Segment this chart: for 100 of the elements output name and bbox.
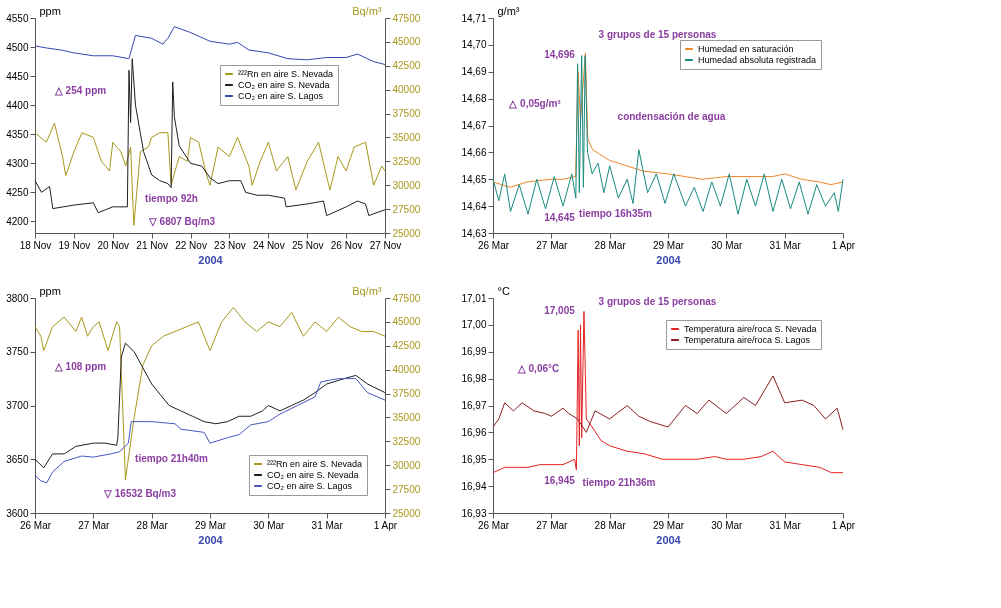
annotation: condensación de agua bbox=[617, 110, 726, 122]
legend-label: CO₂ en aire S. Lagos bbox=[267, 481, 353, 491]
annotation: △ 254 ppm bbox=[53, 85, 107, 97]
x-tick-label: 31 Mar bbox=[769, 239, 802, 251]
annotation: tiempo 21h40m bbox=[135, 453, 208, 465]
y-tick-label: 4400 bbox=[6, 99, 29, 111]
y-axis-title: °C bbox=[497, 284, 510, 297]
y-tick-label: 4200 bbox=[6, 215, 29, 227]
y2-tick-label: 37500 bbox=[392, 388, 421, 400]
legend-label: CO₂ en aire S. Nevada bbox=[267, 470, 359, 480]
x-tick-label: 27 Mar bbox=[78, 519, 111, 531]
y-tick-label: 14,71 bbox=[461, 12, 487, 24]
y-tick-label: 4450 bbox=[6, 70, 29, 82]
y-tick-label: 14,64 bbox=[461, 200, 487, 212]
y-tick-label: 17,01 bbox=[461, 292, 487, 304]
y-tick-label: 14,69 bbox=[461, 66, 487, 78]
legend-label: ²²²Rn en aire S. Nevada bbox=[238, 69, 334, 79]
x-tick-label: 31 Mar bbox=[311, 519, 344, 531]
y2-tick-label: 25000 bbox=[392, 507, 421, 519]
x-tick-label: 27 Mar bbox=[536, 519, 569, 531]
x-tick-label: 27 Nov bbox=[369, 239, 402, 251]
x-tick-label: 1 Apr bbox=[373, 519, 398, 531]
annotation: △ 108 ppm bbox=[53, 360, 107, 372]
x-tick-label: 29 Mar bbox=[652, 519, 685, 531]
x-tick-label: 22 Nov bbox=[175, 239, 207, 251]
y-tick-label: 14,66 bbox=[461, 146, 487, 158]
y-axis-title: g/m³ bbox=[497, 4, 520, 17]
x-tick-label: 28 Mar bbox=[594, 239, 627, 251]
x-tick-label: 30 Mar bbox=[253, 519, 286, 531]
x-tick-label: 1 Apr bbox=[831, 239, 856, 251]
y2-tick-label: 30000 bbox=[392, 179, 421, 191]
y-tick-label: 16,95 bbox=[461, 453, 487, 465]
annotation: ▽ 6807 Bq/m3 bbox=[147, 216, 216, 228]
y2-tick-label: 27500 bbox=[392, 483, 421, 495]
y-tick-label: 3750 bbox=[6, 346, 29, 358]
annotation: 17,005 bbox=[544, 304, 576, 316]
y-tick-label: 4250 bbox=[6, 186, 29, 198]
y2-tick-label: 30000 bbox=[392, 459, 421, 471]
x-tick-label: 31 Mar bbox=[769, 519, 802, 531]
annotation: 3 grupos de 15 personas bbox=[598, 29, 717, 41]
y2-tick-label: 37500 bbox=[392, 108, 421, 120]
x-tick-label: 18 Nov bbox=[19, 239, 52, 251]
x-tick-label: 21 Nov bbox=[136, 239, 169, 251]
x-tick-label: 30 Mar bbox=[711, 519, 744, 531]
x-axis-title: 2004 bbox=[198, 533, 224, 546]
y2-tick-label: 42500 bbox=[392, 340, 421, 352]
legend-label: Humedad absoluta registrada bbox=[698, 55, 817, 65]
legend-label: Temperatura aire/roca S. Nevada bbox=[684, 324, 817, 334]
legend-label: ²²²Rn en aire S. Nevada bbox=[267, 459, 363, 469]
y-tick-label: 3700 bbox=[6, 400, 29, 411]
y-tick-label: 3600 bbox=[6, 507, 29, 519]
y-tick-label: 14,68 bbox=[461, 93, 487, 105]
y-tick-label: 3800 bbox=[6, 292, 29, 304]
x-tick-label: 26 Nov bbox=[330, 239, 363, 251]
legend-label: Temperatura aire/roca S. Lagos bbox=[684, 335, 811, 345]
y-tick-label: 14,65 bbox=[461, 173, 487, 185]
y-tick-label: 4500 bbox=[6, 41, 29, 53]
y-tick-label: 17,00 bbox=[461, 319, 487, 331]
y-tick-label: 14,67 bbox=[461, 120, 487, 131]
annotation: 3 grupos de 15 personas bbox=[598, 296, 717, 308]
x-tick-label: 29 Mar bbox=[194, 519, 227, 531]
x-tick-label: 23 Nov bbox=[214, 239, 246, 251]
annotation: 14,696 bbox=[544, 48, 576, 60]
line-series bbox=[34, 378, 386, 484]
y-tick-label: 16,94 bbox=[461, 480, 487, 492]
y2-tick-label: 42500 bbox=[392, 60, 421, 72]
y2-tick-label: 47500 bbox=[392, 292, 421, 304]
y2-tick-label: 47500 bbox=[392, 12, 421, 24]
y2-tick-label: 45000 bbox=[392, 36, 421, 48]
y-tick-label: 16,98 bbox=[461, 373, 487, 385]
x-tick-label: 1 Apr bbox=[831, 519, 856, 531]
annotation: △ 0,05g/m³ bbox=[508, 98, 562, 109]
x-tick-label: 29 Mar bbox=[652, 239, 685, 251]
y2-tick-label: 27500 bbox=[392, 203, 421, 215]
annotation: △ 0,06°C bbox=[516, 362, 560, 374]
x-tick-label: 26 Mar bbox=[19, 519, 52, 531]
line-series bbox=[34, 122, 386, 226]
annotation: tiempo 21h36m bbox=[582, 476, 656, 488]
x-tick-label: 19 Nov bbox=[58, 239, 91, 251]
y2-tick-label: 35000 bbox=[392, 131, 421, 143]
y2-tick-label: 35000 bbox=[392, 411, 421, 423]
y2-tick-label: 32500 bbox=[392, 435, 421, 447]
x-axis-title: 2004 bbox=[656, 253, 682, 266]
y-tick-label: 3650 bbox=[6, 453, 29, 465]
y2-tick-label: 25000 bbox=[392, 227, 421, 239]
y-tick-label: 4550 bbox=[6, 12, 29, 24]
x-tick-label: 30 Mar bbox=[711, 239, 744, 251]
annotation: 16,945 bbox=[544, 474, 576, 486]
y-tick-label: 14,70 bbox=[461, 39, 487, 51]
x-tick-label: 20 Nov bbox=[97, 239, 130, 251]
line-series bbox=[34, 342, 386, 469]
x-tick-label: 28 Mar bbox=[594, 519, 627, 531]
y-tick-label: 16,96 bbox=[461, 426, 487, 438]
annotation: tiempo 16h35m bbox=[579, 207, 652, 219]
x-axis-title: 2004 bbox=[656, 533, 682, 546]
y2-tick-label: 45000 bbox=[392, 316, 421, 328]
y-axis-title: ppm bbox=[39, 284, 61, 297]
line-series bbox=[34, 307, 386, 481]
y2-tick-label: 40000 bbox=[392, 364, 421, 376]
line-series bbox=[34, 58, 386, 217]
